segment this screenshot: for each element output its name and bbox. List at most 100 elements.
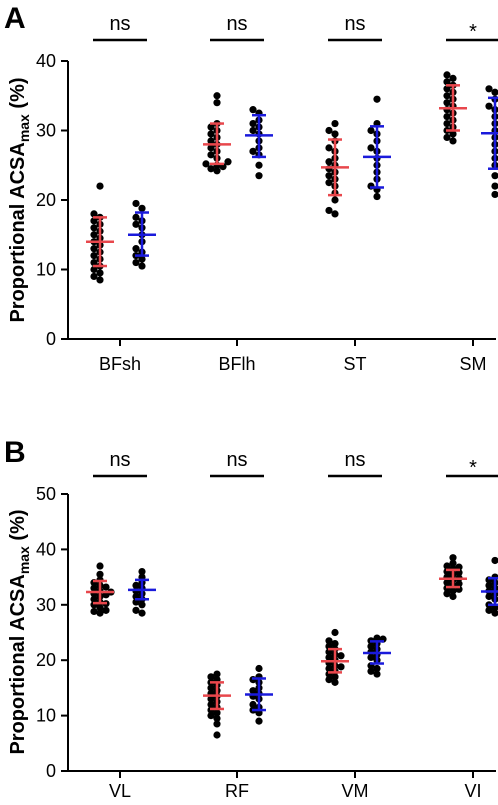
- panel-a-category-label: BFsh: [99, 354, 141, 374]
- panel-a-data-point: [207, 123, 215, 131]
- panel-b-data-point: [443, 579, 451, 587]
- panel-a-data-point: [331, 196, 339, 204]
- panel-a-data-point: [207, 130, 215, 138]
- panel-a-data-point: [132, 213, 140, 221]
- panel-b-data-point: [132, 606, 140, 614]
- panel-a-data-point: [449, 74, 457, 82]
- panel-b-data-point: [491, 556, 498, 565]
- panel-a-data-point: [443, 78, 451, 86]
- panel-a-data-point: [96, 276, 104, 284]
- panel-a-y-tick-label: 40: [36, 51, 56, 71]
- panel-a-y-axis-label: Proportional ACSAmax (%): [7, 77, 32, 322]
- panel-b-data-point: [485, 606, 493, 614]
- panel-a-data-point: [443, 71, 451, 79]
- panel-b-data-point: [207, 673, 215, 681]
- panel-b-data-point: [331, 628, 339, 637]
- panel-b-data-point: [213, 709, 221, 717]
- panel-b-data-point: [96, 609, 104, 617]
- panel-a-data-point: [491, 88, 498, 96]
- panel-b-y-axis-label-unit: (%): [7, 509, 29, 546]
- panel-b-error-bars: [86, 568, 498, 712]
- panel-b-data-point: [443, 562, 451, 570]
- panel-b-data-point: [331, 678, 339, 686]
- panel-b-data-point: [90, 595, 98, 603]
- panel-a-data-point: [255, 172, 263, 180]
- panel-b-data-point: [90, 584, 98, 592]
- panel-a-data-point: [138, 255, 146, 263]
- panel-b-y-tick-label: 20: [36, 650, 56, 670]
- panel-a-category-label: ST: [343, 354, 366, 374]
- panel-a-data-point: [249, 119, 257, 128]
- panel-a-categories: BFsh BFlh ST SM: [99, 339, 487, 374]
- panel-a-data-point: [491, 172, 498, 180]
- panel-a-data-point: [90, 210, 98, 218]
- panel-b-data-point: [485, 581, 493, 590]
- panel-a-data-point: [449, 137, 457, 145]
- panel-a-data-point: [213, 167, 221, 175]
- panel-b-points: [90, 554, 498, 739]
- panel-b-data-point: [138, 609, 146, 617]
- panel-a-data-point: [373, 192, 381, 201]
- panel-a-data-point: [443, 99, 451, 107]
- panel-b-data-point: [213, 714, 221, 722]
- panel-b-y-ticks: 0 10 20 30 40 50: [36, 484, 68, 781]
- panel-b-data-point: [255, 664, 263, 673]
- panel-b-data-point: [207, 712, 215, 720]
- panel-a-data-point: [485, 85, 493, 93]
- panel-a-y-axis-label-subscript: max: [16, 114, 32, 142]
- panel-a-y-tick-label: 10: [36, 260, 56, 280]
- panel-b-data-point: [255, 717, 263, 725]
- panel-b-data-point: [337, 652, 345, 660]
- panel-b-data-point: [102, 606, 110, 614]
- panel-b-data-point: [96, 570, 104, 578]
- panel-a-data-point: [373, 95, 381, 103]
- panel-a-data-point: [491, 182, 498, 190]
- panel-b-data-point: [249, 687, 257, 695]
- panel-a-data-point: [90, 258, 98, 267]
- panel-b-y-tick-label: 30: [36, 595, 56, 615]
- panel-a-data-point: [255, 161, 263, 169]
- panel-a-data-point: [207, 165, 215, 173]
- panel-b-y-tick-label: 40: [36, 539, 56, 559]
- panel-a-data-point: [138, 262, 146, 270]
- panel-a-y-axis-label-unit: (%): [7, 77, 29, 114]
- panel-b-y-axis-label: Proportional ACSAmax (%): [7, 509, 32, 754]
- panel-b-data-point: [443, 590, 451, 598]
- panel-b-data-point: [249, 700, 257, 709]
- panel-a-data-point: [90, 272, 98, 281]
- panel-a-data-point: [443, 92, 451, 100]
- panel-b-data-point: [96, 603, 104, 612]
- panel-b-data-point: [138, 601, 146, 609]
- panel-a-data-point: [449, 130, 457, 138]
- panel-a-data-point: [207, 137, 215, 145]
- panel-a-y-tick-label: 20: [36, 190, 56, 210]
- panel-b-data-point: [485, 592, 493, 601]
- panel-b-y-axis-label-main: Proportional ACSA: [7, 574, 29, 754]
- panel-b-data-point: [138, 567, 146, 576]
- panel-b-letter: B: [4, 436, 26, 469]
- panel-b-data-point: [96, 562, 104, 570]
- panel-a-data-point: [249, 106, 257, 114]
- panel-a-significance-label: ns: [226, 13, 247, 35]
- panel-b-category-label: VM: [342, 781, 369, 801]
- panel-a-data-point: [224, 158, 232, 166]
- panel-b-data-point: [373, 664, 381, 673]
- panel-a-y-tick-label: 0: [46, 329, 56, 349]
- panel-b-data-point: [331, 673, 339, 681]
- panel-a-data-point: [491, 190, 498, 199]
- panel-b-data-point: [373, 634, 381, 642]
- panel-b-data-point: [367, 642, 375, 650]
- panel-a-data-point: [90, 245, 98, 253]
- panel-a-data-point: [207, 144, 215, 152]
- panel-a-data-point: [443, 133, 451, 142]
- panel-b-significance-label: *: [469, 457, 477, 479]
- panel-a-error-bars: [86, 84, 498, 268]
- panel-b-significance-label: ns: [344, 449, 365, 471]
- panel-a-data-point: [96, 182, 104, 190]
- panel-a-data-point: [331, 119, 339, 128]
- panel-a-data-point: [367, 144, 375, 152]
- panel-b-y-tick-label: 0: [46, 761, 56, 781]
- panel-b-y-axis-label-subscript: max: [16, 546, 32, 574]
- panel-a-data-point: [331, 130, 339, 138]
